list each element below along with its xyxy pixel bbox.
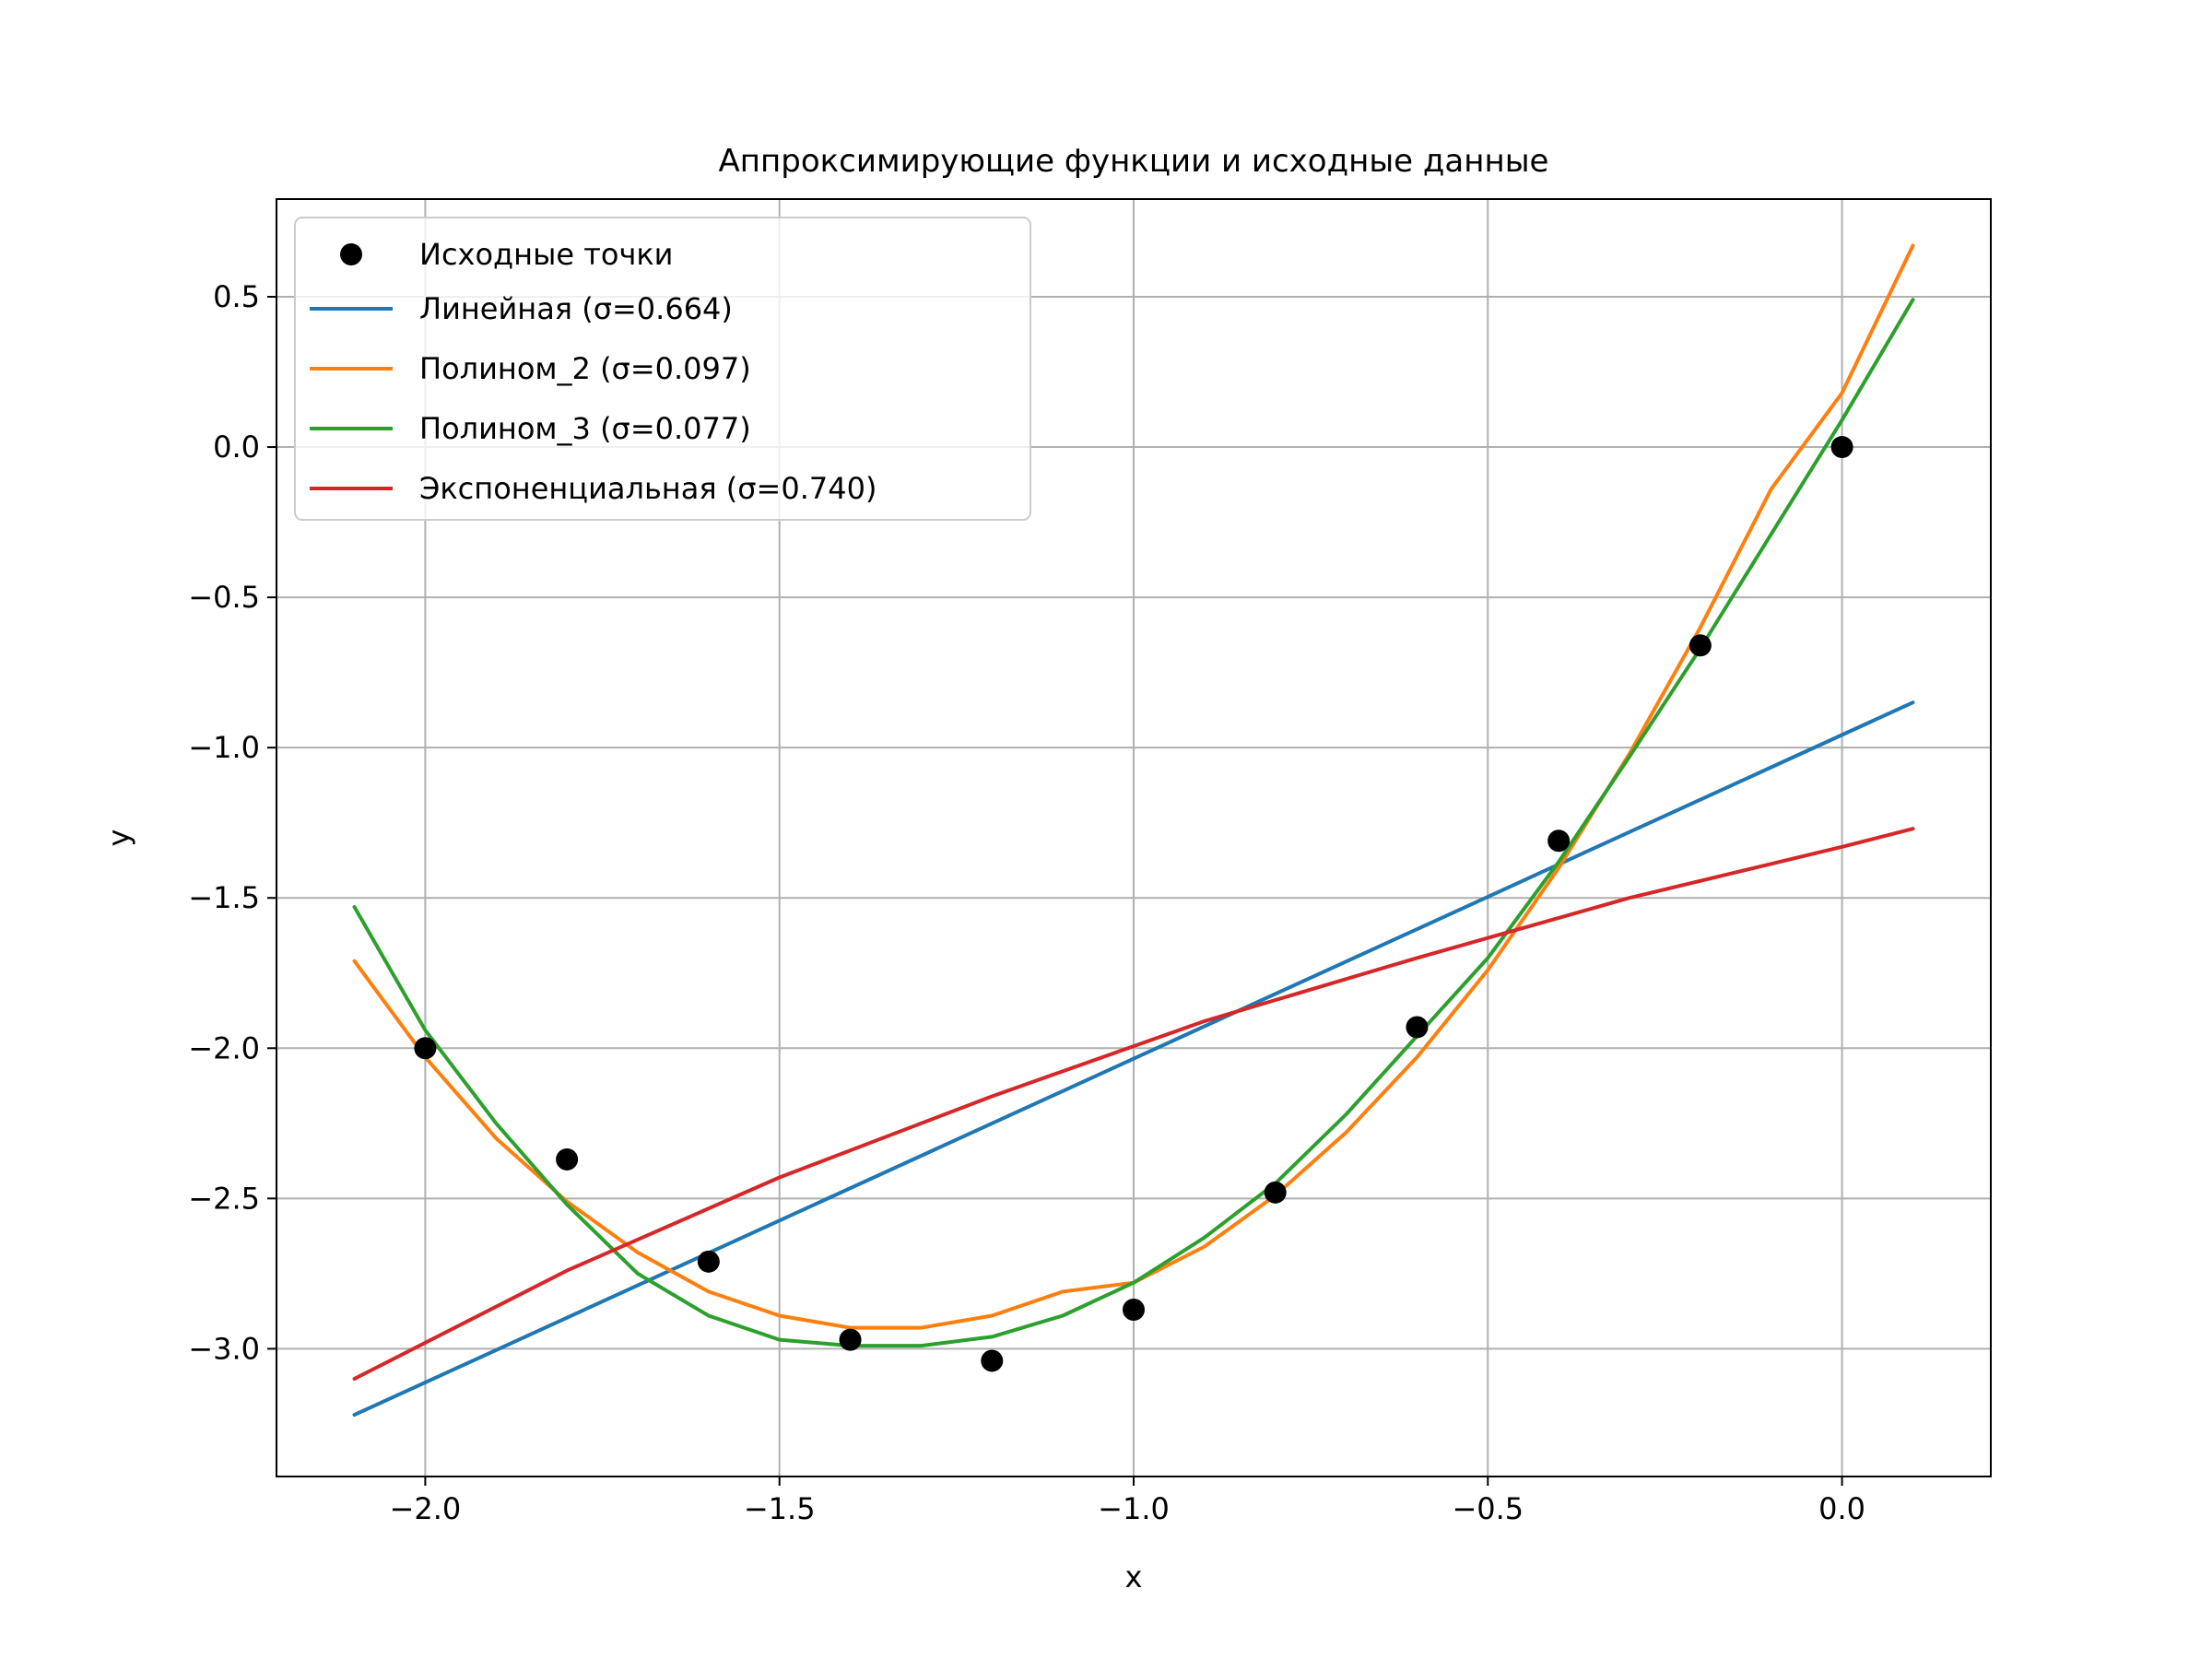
y-tick-label: −1.5 xyxy=(188,880,260,915)
data-point xyxy=(1688,634,1712,657)
data-point xyxy=(697,1250,720,1273)
x-axis-label: x xyxy=(1125,1559,1143,1594)
data-points xyxy=(414,436,1853,1372)
y-tick-label: −3.0 xyxy=(188,1331,260,1366)
legend-label-exponential: Экспоненциальная (σ=0.740) xyxy=(419,471,877,506)
y-tick-label: 0.0 xyxy=(213,429,260,465)
data-point xyxy=(1830,436,1853,459)
y-axis-label: y xyxy=(101,830,136,847)
x-tick-label: −1.5 xyxy=(744,1491,816,1526)
y-tick-label: −1.0 xyxy=(188,730,260,765)
legend-label-scatter: Исходные точки xyxy=(419,237,673,272)
legend-label-poly2: Полином_2 (σ=0.097) xyxy=(419,351,751,386)
legend-box xyxy=(294,217,1031,521)
x-tick-label: 0.0 xyxy=(1818,1491,1865,1526)
chart-title: Аппроксимирующие функции и исходные данн… xyxy=(719,143,1549,180)
y-tick-label: −0.5 xyxy=(188,580,260,615)
y-tick-label: −2.5 xyxy=(188,1181,260,1216)
data-point xyxy=(1123,1299,1145,1322)
data-point xyxy=(839,1328,862,1351)
legend-label-poly3: Полином_3 (σ=0.077) xyxy=(419,411,751,446)
y-tick-label: 0.5 xyxy=(213,279,260,314)
axis-ticks: −2.0 −1.5 −1.0 −0.5 0.0 0.5 0.0 −0.5 −1.0 −1.5 −2.… xyxy=(188,279,1865,1526)
data-point xyxy=(556,1147,579,1171)
y-tick-label: −2.0 xyxy=(188,1030,260,1065)
series-line-0 xyxy=(352,700,1915,1418)
data-point xyxy=(1547,830,1571,853)
data-point xyxy=(1264,1181,1287,1204)
data-point xyxy=(414,1037,437,1060)
series-lines xyxy=(352,243,1915,1418)
legend: Исходные точки Линейная (σ=0.664) Полино… xyxy=(294,217,1031,521)
data-point xyxy=(981,1349,1004,1372)
x-tick-label: −0.5 xyxy=(1452,1491,1524,1526)
x-tick-label: −2.0 xyxy=(390,1491,462,1526)
data-point xyxy=(1406,1016,1429,1039)
legend-marker-scatter xyxy=(340,243,362,265)
legend-label-linear: Линейная (σ=0.664) xyxy=(419,291,733,326)
series-line-3 xyxy=(352,827,1915,1381)
x-tick-label: −1.0 xyxy=(1098,1491,1170,1526)
